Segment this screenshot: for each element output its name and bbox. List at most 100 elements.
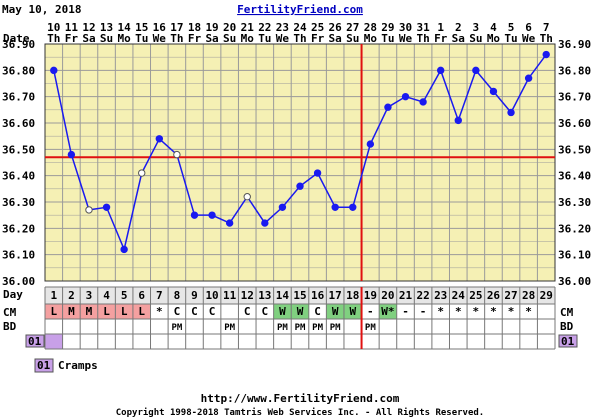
plot-border xyxy=(44,43,556,282)
symptom-code-box-right xyxy=(558,334,578,348)
date-label: 28 xyxy=(364,21,377,34)
cycle-day-label: 20 xyxy=(381,289,394,302)
cycle-day-label: 9 xyxy=(191,289,198,302)
cycle-day-label: 8 xyxy=(174,289,181,302)
weekday-label: Tu xyxy=(504,32,517,45)
y-tick-label-right: 36.70 xyxy=(558,91,591,104)
cm-label: * xyxy=(490,305,497,318)
cycle-day-label: 17 xyxy=(329,289,342,302)
cm-label: * xyxy=(473,305,480,318)
y-tick-label-right: 36.40 xyxy=(558,170,591,183)
weekday-label: Mo xyxy=(241,32,255,45)
temperature-point xyxy=(138,169,146,177)
cycle-day-label: 4 xyxy=(103,289,110,302)
weekday-label: Th xyxy=(540,32,553,45)
temperature-point xyxy=(278,203,287,211)
bd-label: PM xyxy=(330,323,341,333)
cycle-day-label: 24 xyxy=(452,289,466,302)
date-label: 6 xyxy=(525,21,532,34)
temperature-point xyxy=(454,116,462,125)
cm-cell-fill xyxy=(132,304,151,319)
cm-label: L xyxy=(138,305,145,318)
weekday-label: Th xyxy=(170,32,183,45)
date-label: 27 xyxy=(346,21,359,34)
day-row-background xyxy=(45,287,555,304)
bd-label: PM xyxy=(171,323,182,333)
date-label: 25 xyxy=(311,21,324,34)
cycle-day-label: 7 xyxy=(156,289,163,302)
cm-label: W xyxy=(297,305,304,318)
temperature-point xyxy=(331,203,339,211)
bd-row-label-right: BD xyxy=(560,320,574,333)
weekday-label: Sa xyxy=(82,32,95,45)
cycle-table: 1 2 3 4 5 6 7 8 9 10 11 12 13 14 15 16 17 18 19 20 21 22 23 24 2… xyxy=(44,286,556,350)
cycle-day-label: 27 xyxy=(504,289,517,302)
cycle-day-label: 10 xyxy=(205,289,218,302)
cm-cell-fill xyxy=(343,304,362,319)
cm-label: C xyxy=(314,305,321,318)
weekday-label: Fr xyxy=(188,32,202,45)
temperature-point xyxy=(401,92,410,101)
footer-copyright: Copyright 1998-2018 Tamtris Web Services… xyxy=(116,407,484,418)
date-label: 26 xyxy=(329,21,343,34)
date-label: 18 xyxy=(188,21,201,34)
cm-label: - xyxy=(367,305,374,318)
temperature-point xyxy=(243,193,251,201)
site-title: FertilityFriend.com xyxy=(237,3,363,16)
date-label: 20 xyxy=(223,21,236,34)
legend-label: Cramps xyxy=(58,359,98,372)
temperature-point xyxy=(173,150,181,159)
cycle-day-label: 19 xyxy=(364,289,377,302)
footer-url[interactable]: http://www.FertilityFriend.com xyxy=(201,392,400,405)
cm-label: C xyxy=(191,305,198,318)
cycle-day-label: 18 xyxy=(346,289,359,302)
cycle-day-label: 26 xyxy=(487,289,501,302)
y-tick-label-left: 36.30 xyxy=(2,196,35,209)
cm-row-label-right: CM xyxy=(560,306,574,319)
weekday-label: Sa xyxy=(452,32,465,45)
temperature-point xyxy=(225,219,234,227)
weekday-label: We xyxy=(399,32,413,45)
cm-label: C xyxy=(174,305,181,318)
weekday-label: Fr xyxy=(65,32,79,45)
weekday-label: We xyxy=(276,32,290,45)
weekday-label: Su xyxy=(346,32,359,45)
cycle-day-label: 16 xyxy=(311,289,325,302)
weekday-label: Tu xyxy=(258,32,271,45)
date-stamp: May 10, 2018 xyxy=(2,3,81,16)
date-label: 11 xyxy=(65,21,79,34)
y-tick-label-right: 36.90 xyxy=(558,38,591,51)
date-label: 30 xyxy=(399,21,412,34)
temperature-point xyxy=(366,140,375,148)
date-label: 15 xyxy=(135,21,148,34)
cm-cell-fill xyxy=(273,304,292,319)
legend-code-box xyxy=(34,358,54,373)
weekday-label: Mo xyxy=(364,32,378,45)
temperature-point xyxy=(261,219,269,227)
temperature-point xyxy=(208,211,216,219)
date-label: 17 xyxy=(170,21,183,34)
date-label: 13 xyxy=(100,21,113,34)
cm-cell-fill xyxy=(62,304,81,319)
weekday-label: Sa xyxy=(329,32,342,45)
cm-cell-fill xyxy=(80,304,98,319)
bd-row-label: BD xyxy=(3,320,17,333)
cycle-day-label: 2 xyxy=(68,289,75,302)
cycle-day-label: 13 xyxy=(258,289,271,302)
cm-label: - xyxy=(420,305,427,318)
y-tick-label-right: 36.10 xyxy=(558,249,591,262)
cm-label: L xyxy=(50,305,57,318)
cm-cell-fill xyxy=(45,304,63,319)
cycle-day-label: 15 xyxy=(293,289,306,302)
temperature-point xyxy=(155,135,164,143)
date-row: 10 11 12 13 14 15 16 17 18 19 20 21 22 23 24 25 26 27 28 29… xyxy=(47,21,549,34)
cm-label: C xyxy=(262,305,269,318)
cm-row-label: CM xyxy=(3,306,17,319)
y-tick-label-left: 36.20 xyxy=(2,222,35,235)
date-label: 21 xyxy=(241,21,255,34)
date-label: 19 xyxy=(205,21,218,34)
date-label: 4 xyxy=(490,21,497,34)
bd-label: PM xyxy=(224,323,235,333)
temperature-point xyxy=(85,206,93,214)
date-label: 7 xyxy=(543,21,550,34)
